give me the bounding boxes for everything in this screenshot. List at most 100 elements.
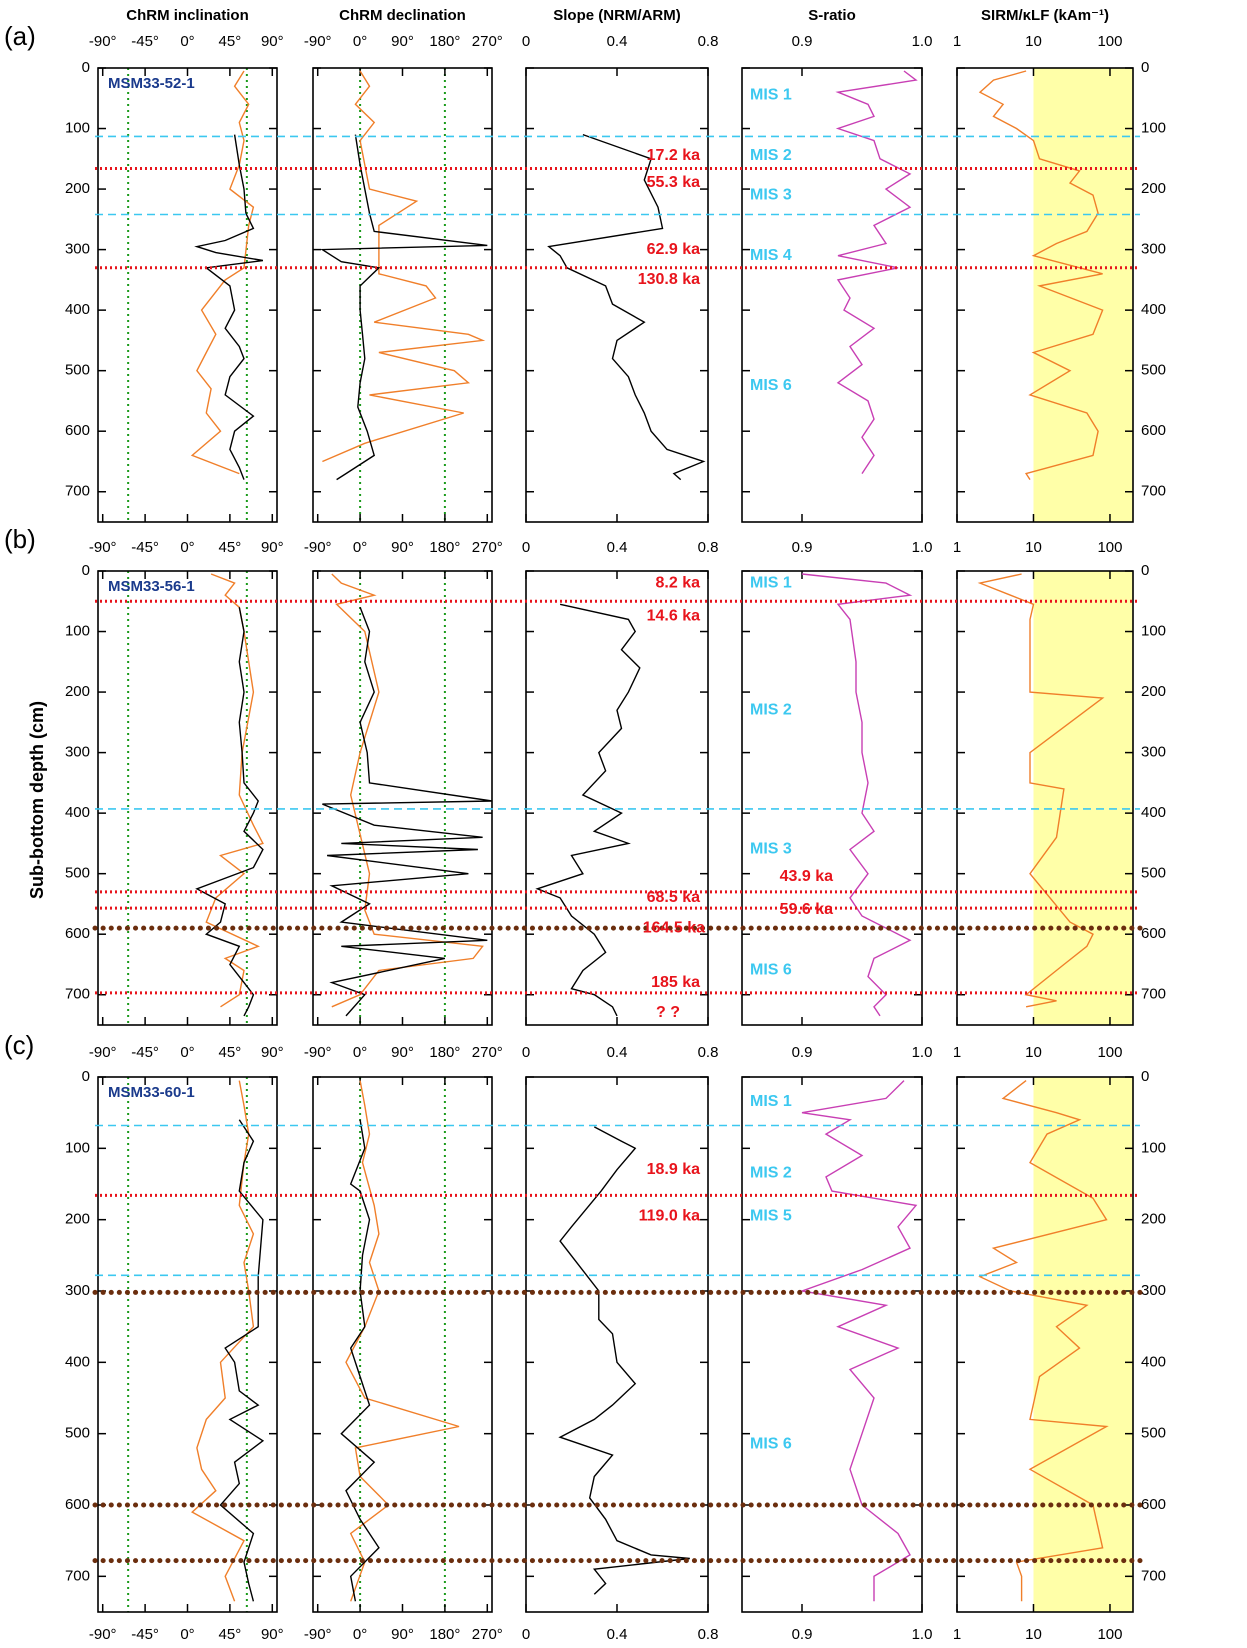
x-tick-label: 10 (1025, 539, 1042, 556)
profile-line (835, 70, 918, 474)
x-tick-label: 0.8 (698, 1626, 719, 1643)
row-label: (a) (4, 21, 36, 51)
age-label: 59.6 ka (780, 901, 833, 918)
panel-frame (956, 570, 1134, 1026)
x-tick-label: 0.9 (792, 1626, 813, 1643)
y-tick-label: 300 (65, 1282, 90, 1299)
y-tick-label: 500 (1141, 865, 1166, 882)
panel (97, 67, 278, 523)
x-tick-label: -45° (131, 539, 159, 556)
panel (312, 67, 493, 523)
x-tick-label: 10 (1025, 1044, 1042, 1061)
y-tick-label: 300 (1141, 241, 1166, 258)
profile-line (205, 573, 264, 1008)
mis-label: MIS 6 (750, 1436, 792, 1453)
x-tick-label: 90° (391, 33, 414, 50)
profile-line (977, 573, 1105, 1008)
y-tick-label: 400 (65, 301, 90, 318)
profile-line (195, 607, 264, 1017)
y-tick-label: 100 (1141, 120, 1166, 137)
mis-label: MIS 5 (750, 1207, 792, 1224)
y-tick-label: 500 (65, 865, 90, 882)
mis-label: MIS 2 (750, 147, 792, 164)
age-label: 17.2 ka (647, 147, 700, 164)
y-tick-label: 100 (65, 1139, 90, 1156)
profile-line (978, 1080, 1109, 1602)
y-tick-label: 500 (65, 362, 90, 379)
y-tick-label: 700 (65, 986, 90, 1003)
core-name: MSM33-52-1 (108, 75, 195, 92)
mis-label: MIS 1 (750, 574, 792, 591)
profile-line (331, 573, 484, 1008)
core-name: MSM33-60-1 (108, 1084, 195, 1101)
y-tick-label: 100 (1141, 1139, 1166, 1156)
y-tick-label: 600 (1141, 925, 1166, 942)
x-tick-label: -45° (131, 1044, 159, 1061)
panel (312, 1076, 493, 1613)
age-label: 55.3 ka (647, 174, 700, 191)
mis-label: MIS 6 (750, 962, 792, 979)
y-tick-label: 400 (1141, 804, 1166, 821)
x-tick-label: 0° (180, 1044, 194, 1061)
x-tick-label: 0 (522, 33, 530, 50)
x-tick-label: 0° (180, 539, 194, 556)
age-label: 130.8 ka (638, 271, 700, 288)
core-name: MSM33-56-1 (108, 578, 195, 595)
profile-line (978, 70, 1104, 480)
row-label: (c) (4, 1030, 34, 1060)
panel-frame (741, 67, 923, 523)
y-tick-label: 600 (65, 422, 90, 439)
panel (312, 570, 493, 1026)
mis-label: MIS 4 (750, 247, 792, 264)
x-tick-label: 1.0 (912, 539, 933, 556)
age-label: ? ? (656, 1004, 680, 1021)
x-tick-label: -90° (89, 1044, 117, 1061)
panel (956, 67, 1134, 523)
y-tick-label: 0 (82, 562, 90, 579)
mis-label: MIS 3 (750, 186, 792, 203)
x-tick-label: 0.8 (698, 539, 719, 556)
y-tick-label: 700 (65, 483, 90, 500)
x-tick-label: 0.8 (698, 1044, 719, 1061)
x-tick-label: 100 (1097, 1626, 1122, 1643)
y-tick-label: 600 (65, 925, 90, 942)
age-label: 119.0 ka (639, 1207, 701, 1224)
y-tick-label: 300 (65, 241, 90, 258)
y-tick-label: 0 (1141, 562, 1149, 579)
x-tick-label: 180° (429, 33, 460, 50)
x-tick-label: 1 (953, 33, 961, 50)
x-tick-label: 0° (353, 1626, 367, 1643)
x-tick-label: 0.9 (792, 539, 813, 556)
panel-frame (525, 67, 709, 523)
y-tick-label: 300 (1141, 744, 1166, 761)
x-tick-label: 0 (522, 1044, 530, 1061)
x-tick-label: 1 (953, 539, 961, 556)
panel (741, 1076, 923, 1613)
panel-frame (525, 1076, 709, 1613)
row-label: (b) (4, 524, 36, 554)
x-tick-label: 180° (429, 539, 460, 556)
panel-frame (741, 1076, 923, 1613)
y-tick-label: 700 (1141, 986, 1166, 1003)
panel (956, 570, 1134, 1026)
column-title: ChRM inclination (126, 7, 249, 24)
shade (1033, 68, 1133, 522)
mis-label: MIS 1 (750, 1093, 792, 1110)
panel-frame (956, 1076, 1134, 1613)
panel-frame (956, 67, 1134, 523)
y-axis-label: Sub-bottom depth (cm) (27, 701, 47, 899)
y-tick-label: 600 (65, 1496, 90, 1513)
age-label: 185 ka (651, 974, 700, 991)
y-tick-label: 100 (65, 120, 90, 137)
x-tick-label: 0° (180, 1626, 194, 1643)
y-tick-label: 100 (1141, 623, 1166, 640)
panel-frame (97, 570, 278, 1026)
x-tick-label: -90° (89, 33, 117, 50)
age-label: 8.2 ka (656, 574, 701, 591)
x-tick-label: 0.8 (698, 33, 719, 50)
profile-line (190, 70, 255, 475)
panel-frame (312, 1076, 493, 1613)
panel-frame (525, 570, 709, 1026)
x-tick-label: 45° (219, 1044, 242, 1061)
x-tick-label: -90° (304, 539, 332, 556)
